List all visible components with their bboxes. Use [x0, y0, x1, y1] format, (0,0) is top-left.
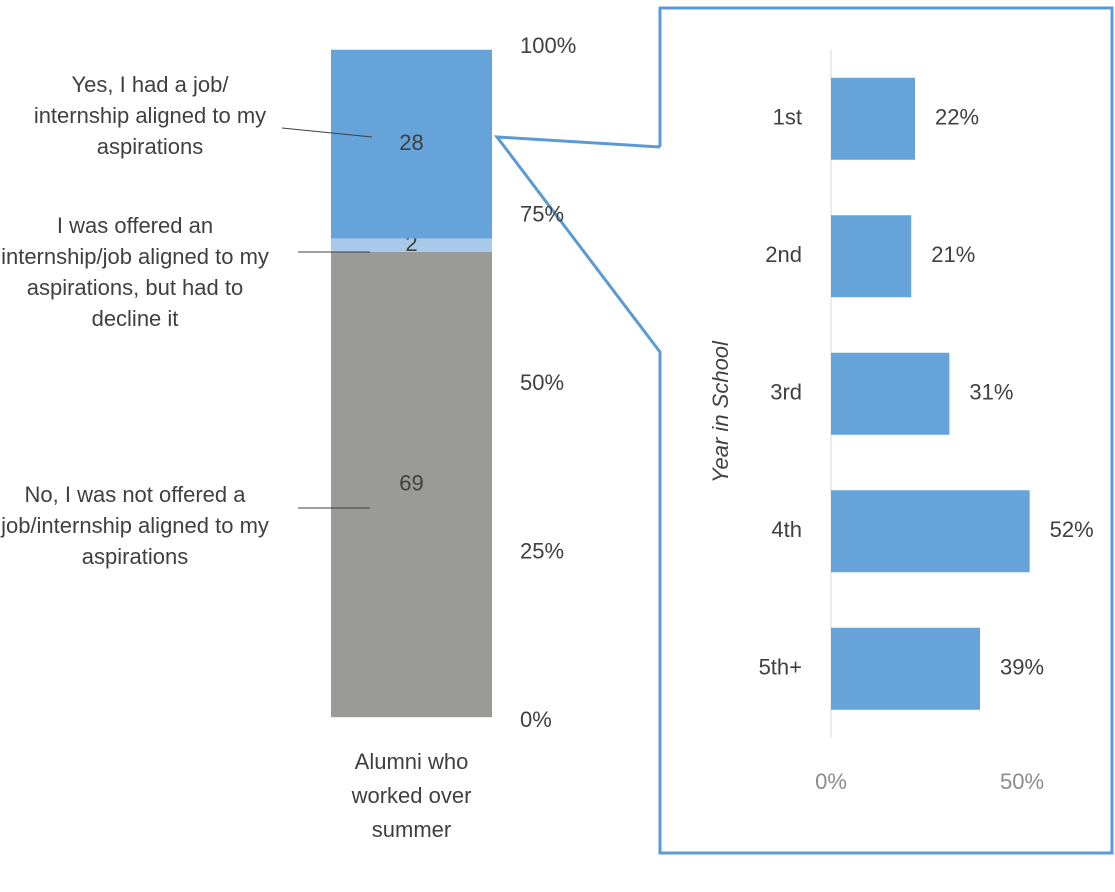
y-tick-label: 2nd — [765, 242, 802, 267]
y-axis-label: Year in School — [708, 340, 733, 483]
value-label: 52% — [1050, 517, 1094, 542]
bar — [831, 215, 912, 298]
bar-segment — [331, 238, 492, 252]
bar — [831, 627, 980, 710]
value-label: 69 — [399, 470, 423, 495]
value-label: 39% — [1000, 655, 1044, 680]
leader-line — [281, 127, 373, 138]
callout-box — [493, 6, 1114, 855]
y-tick-label: 5th+ — [759, 655, 802, 680]
y-tick-label: 25% — [520, 538, 564, 563]
y-tick-label: 4th — [771, 517, 802, 542]
x-tick-label: Alumni who worked over summer — [351, 749, 472, 842]
value-label: 21% — [931, 242, 975, 267]
value-label: 28 — [399, 130, 423, 155]
bar — [831, 352, 950, 435]
y-tick-label: 50% — [520, 370, 564, 395]
bar-segment — [331, 251, 492, 717]
y-tick-label: 1st — [773, 105, 802, 130]
value-label: 22% — [935, 105, 979, 130]
bar — [831, 77, 916, 160]
bar — [831, 490, 1030, 573]
x-tick-label: 0% — [815, 769, 847, 794]
bar-segment — [331, 49, 492, 239]
x-tick-label: 50% — [1000, 769, 1044, 794]
y-tick-label: 100% — [520, 33, 576, 58]
y-tick-label: 75% — [520, 201, 564, 226]
series-label: I was offered an internship/job aligned … — [1, 213, 269, 331]
y-tick-label: 0% — [520, 707, 552, 732]
value-label: 31% — [969, 380, 1013, 405]
series-label: No, I was not offered a job/internship a… — [1, 481, 269, 569]
series-label: Yes, I had a job/ internship aligned to … — [33, 71, 267, 159]
y-tick-label: 3rd — [770, 380, 802, 405]
